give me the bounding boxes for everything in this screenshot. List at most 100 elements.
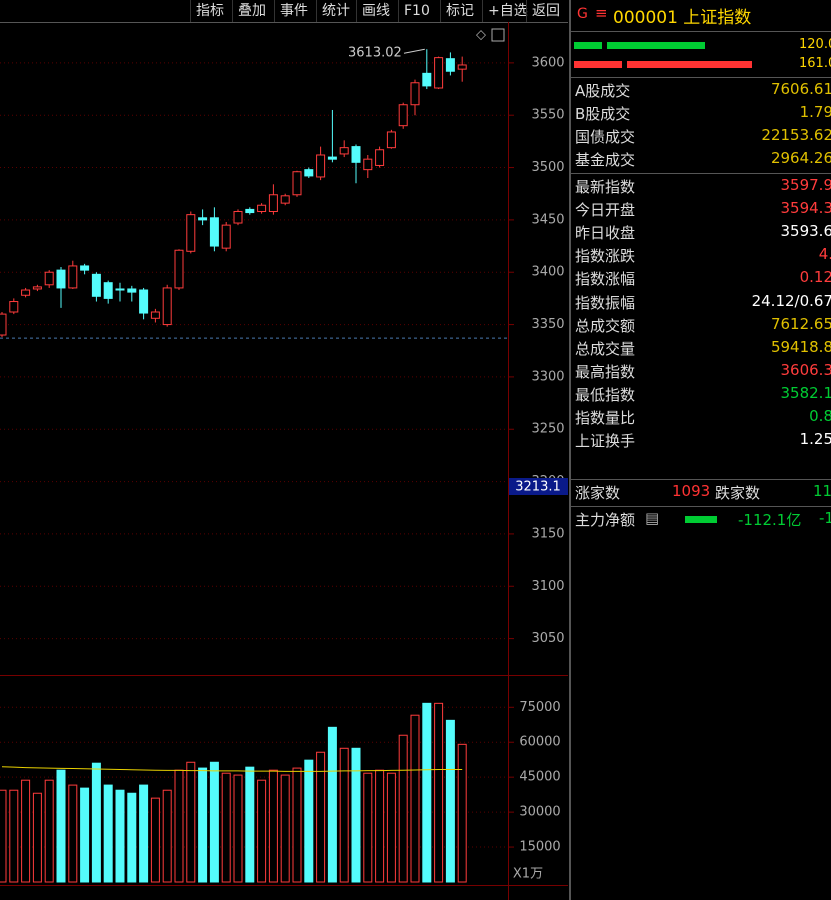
candle-body bbox=[56, 269, 66, 289]
volume-bar bbox=[292, 767, 302, 883]
panel-row: 指数涨幅 0.12 bbox=[575, 268, 831, 291]
volume-bar bbox=[91, 762, 101, 883]
row-value: 7606.61 bbox=[770, 80, 831, 98]
icon[interactable]: ▤ bbox=[645, 509, 660, 527]
bar bbox=[574, 42, 602, 49]
candle-body bbox=[398, 104, 408, 127]
y-tick-label: 3350 bbox=[531, 317, 564, 332]
candle-body bbox=[139, 289, 149, 314]
volume-bar bbox=[127, 792, 137, 883]
toolbar-button[interactable]: 事件 bbox=[274, 0, 313, 22]
volume-bar bbox=[198, 767, 208, 883]
volume-bar bbox=[280, 774, 290, 883]
volume-bar bbox=[410, 714, 420, 883]
row-value: 2964.26 bbox=[770, 149, 831, 167]
window-icon[interactable] bbox=[491, 28, 505, 42]
volume-bar bbox=[351, 747, 361, 883]
candle-body bbox=[44, 271, 54, 286]
row-label: 总成交量 bbox=[575, 339, 636, 358]
candle-body bbox=[386, 131, 396, 149]
row-label: 总成交额 bbox=[575, 316, 636, 335]
candle-body bbox=[304, 169, 314, 177]
toolbar-button[interactable]: F10 bbox=[398, 0, 435, 22]
row-value: 3582.1 bbox=[780, 383, 831, 402]
volume-bar bbox=[162, 789, 172, 883]
toolbar-button[interactable]: 返回 bbox=[526, 0, 565, 22]
menu-icon[interactable]: ≡ bbox=[595, 4, 608, 22]
annotation-arrow bbox=[403, 48, 425, 54]
volume-bar bbox=[422, 702, 432, 883]
row-label: A股成交 bbox=[575, 82, 631, 100]
candle-body bbox=[91, 273, 101, 297]
y-tick-label: 3600 bbox=[531, 55, 564, 70]
volume-ma-line bbox=[1, 766, 463, 772]
panel-row: 昨日收盘 3593.6 bbox=[575, 222, 831, 245]
candle-body bbox=[445, 58, 455, 72]
divider bbox=[571, 31, 831, 32]
panel-row: 最低指数 3582.1 bbox=[575, 384, 831, 407]
volume-bar bbox=[268, 769, 278, 883]
candle-body bbox=[9, 301, 19, 313]
label: 涨家数 bbox=[575, 484, 621, 502]
volume-bar bbox=[257, 779, 267, 883]
quote-panel: G ≡ 000001 上证指数 120.0 161.0 涨家数 1093 跌家数… bbox=[569, 0, 831, 900]
toolbar-button[interactable]: +自选 bbox=[482, 0, 533, 22]
candle-body bbox=[422, 72, 432, 87]
candle-body bbox=[410, 82, 420, 106]
toolbar-button[interactable]: 统计 bbox=[316, 0, 355, 22]
y-tick-label: 75000 bbox=[519, 700, 560, 715]
value: -1 bbox=[819, 509, 831, 527]
row-label: 指数量比 bbox=[575, 409, 636, 427]
volume-bar bbox=[32, 792, 42, 883]
candle-body bbox=[127, 288, 137, 293]
toolbar-button[interactable]: 叠加 bbox=[232, 0, 271, 22]
row-label: B股成交 bbox=[575, 105, 631, 123]
toolbar-button[interactable]: 画线 bbox=[356, 0, 395, 22]
candle-body bbox=[68, 265, 78, 289]
row-value: 22153.62 bbox=[761, 126, 831, 144]
bar-value: 120.0 bbox=[799, 37, 831, 52]
volume-bar bbox=[445, 719, 455, 883]
toolbar-button[interactable]: 指标 bbox=[190, 0, 229, 22]
y-tick-label: 3550 bbox=[531, 108, 564, 123]
panel-row: 指数振幅 24.12/0.67 bbox=[575, 292, 831, 315]
candle-body bbox=[103, 282, 113, 299]
candle-body bbox=[363, 158, 373, 171]
panel-row: 总成交量 59418.8 bbox=[575, 338, 831, 361]
annotation: 3613.02 bbox=[348, 46, 402, 61]
volume-bar bbox=[327, 726, 337, 883]
y-tick-label: 3100 bbox=[531, 579, 564, 594]
toolbar-button[interactable]: 标记 bbox=[440, 0, 479, 22]
label: 跌家数 bbox=[715, 484, 761, 502]
y-tick-label: 3050 bbox=[531, 631, 564, 646]
row-value: 24.12/0.67 bbox=[751, 291, 831, 310]
candle-body bbox=[0, 313, 7, 336]
volume-bar bbox=[103, 784, 113, 883]
flow-row: 主力净额 ▤ -112.1亿 -1 bbox=[575, 509, 831, 532]
panel-row: 上证换手 1.25 bbox=[575, 430, 831, 453]
divider bbox=[571, 173, 831, 174]
row-value: 7612.65 bbox=[770, 314, 831, 333]
y-tick-label: 3300 bbox=[531, 369, 564, 384]
candle-body bbox=[280, 195, 290, 204]
candle-body bbox=[209, 217, 219, 247]
volume-bar bbox=[363, 772, 373, 883]
diamond-icon[interactable]: ◇ bbox=[476, 28, 486, 43]
candle-body bbox=[150, 311, 160, 319]
candle-body bbox=[292, 171, 302, 196]
candle-body bbox=[198, 217, 208, 221]
candle-body bbox=[162, 287, 172, 326]
candle-body bbox=[375, 149, 385, 166]
volume-bar bbox=[209, 761, 219, 883]
bar bbox=[574, 61, 622, 68]
row-value: 0.8 bbox=[809, 407, 831, 425]
panel-row: 指数量比 0.8 bbox=[575, 407, 831, 430]
row-label: 昨日收盘 bbox=[575, 224, 636, 243]
divider bbox=[571, 506, 831, 507]
row-value: 4. bbox=[818, 245, 831, 264]
volume-bar bbox=[44, 779, 54, 883]
row-value: 0.12 bbox=[799, 268, 831, 287]
volume-bar bbox=[115, 789, 125, 883]
y-tick-label: 15000 bbox=[519, 840, 560, 855]
